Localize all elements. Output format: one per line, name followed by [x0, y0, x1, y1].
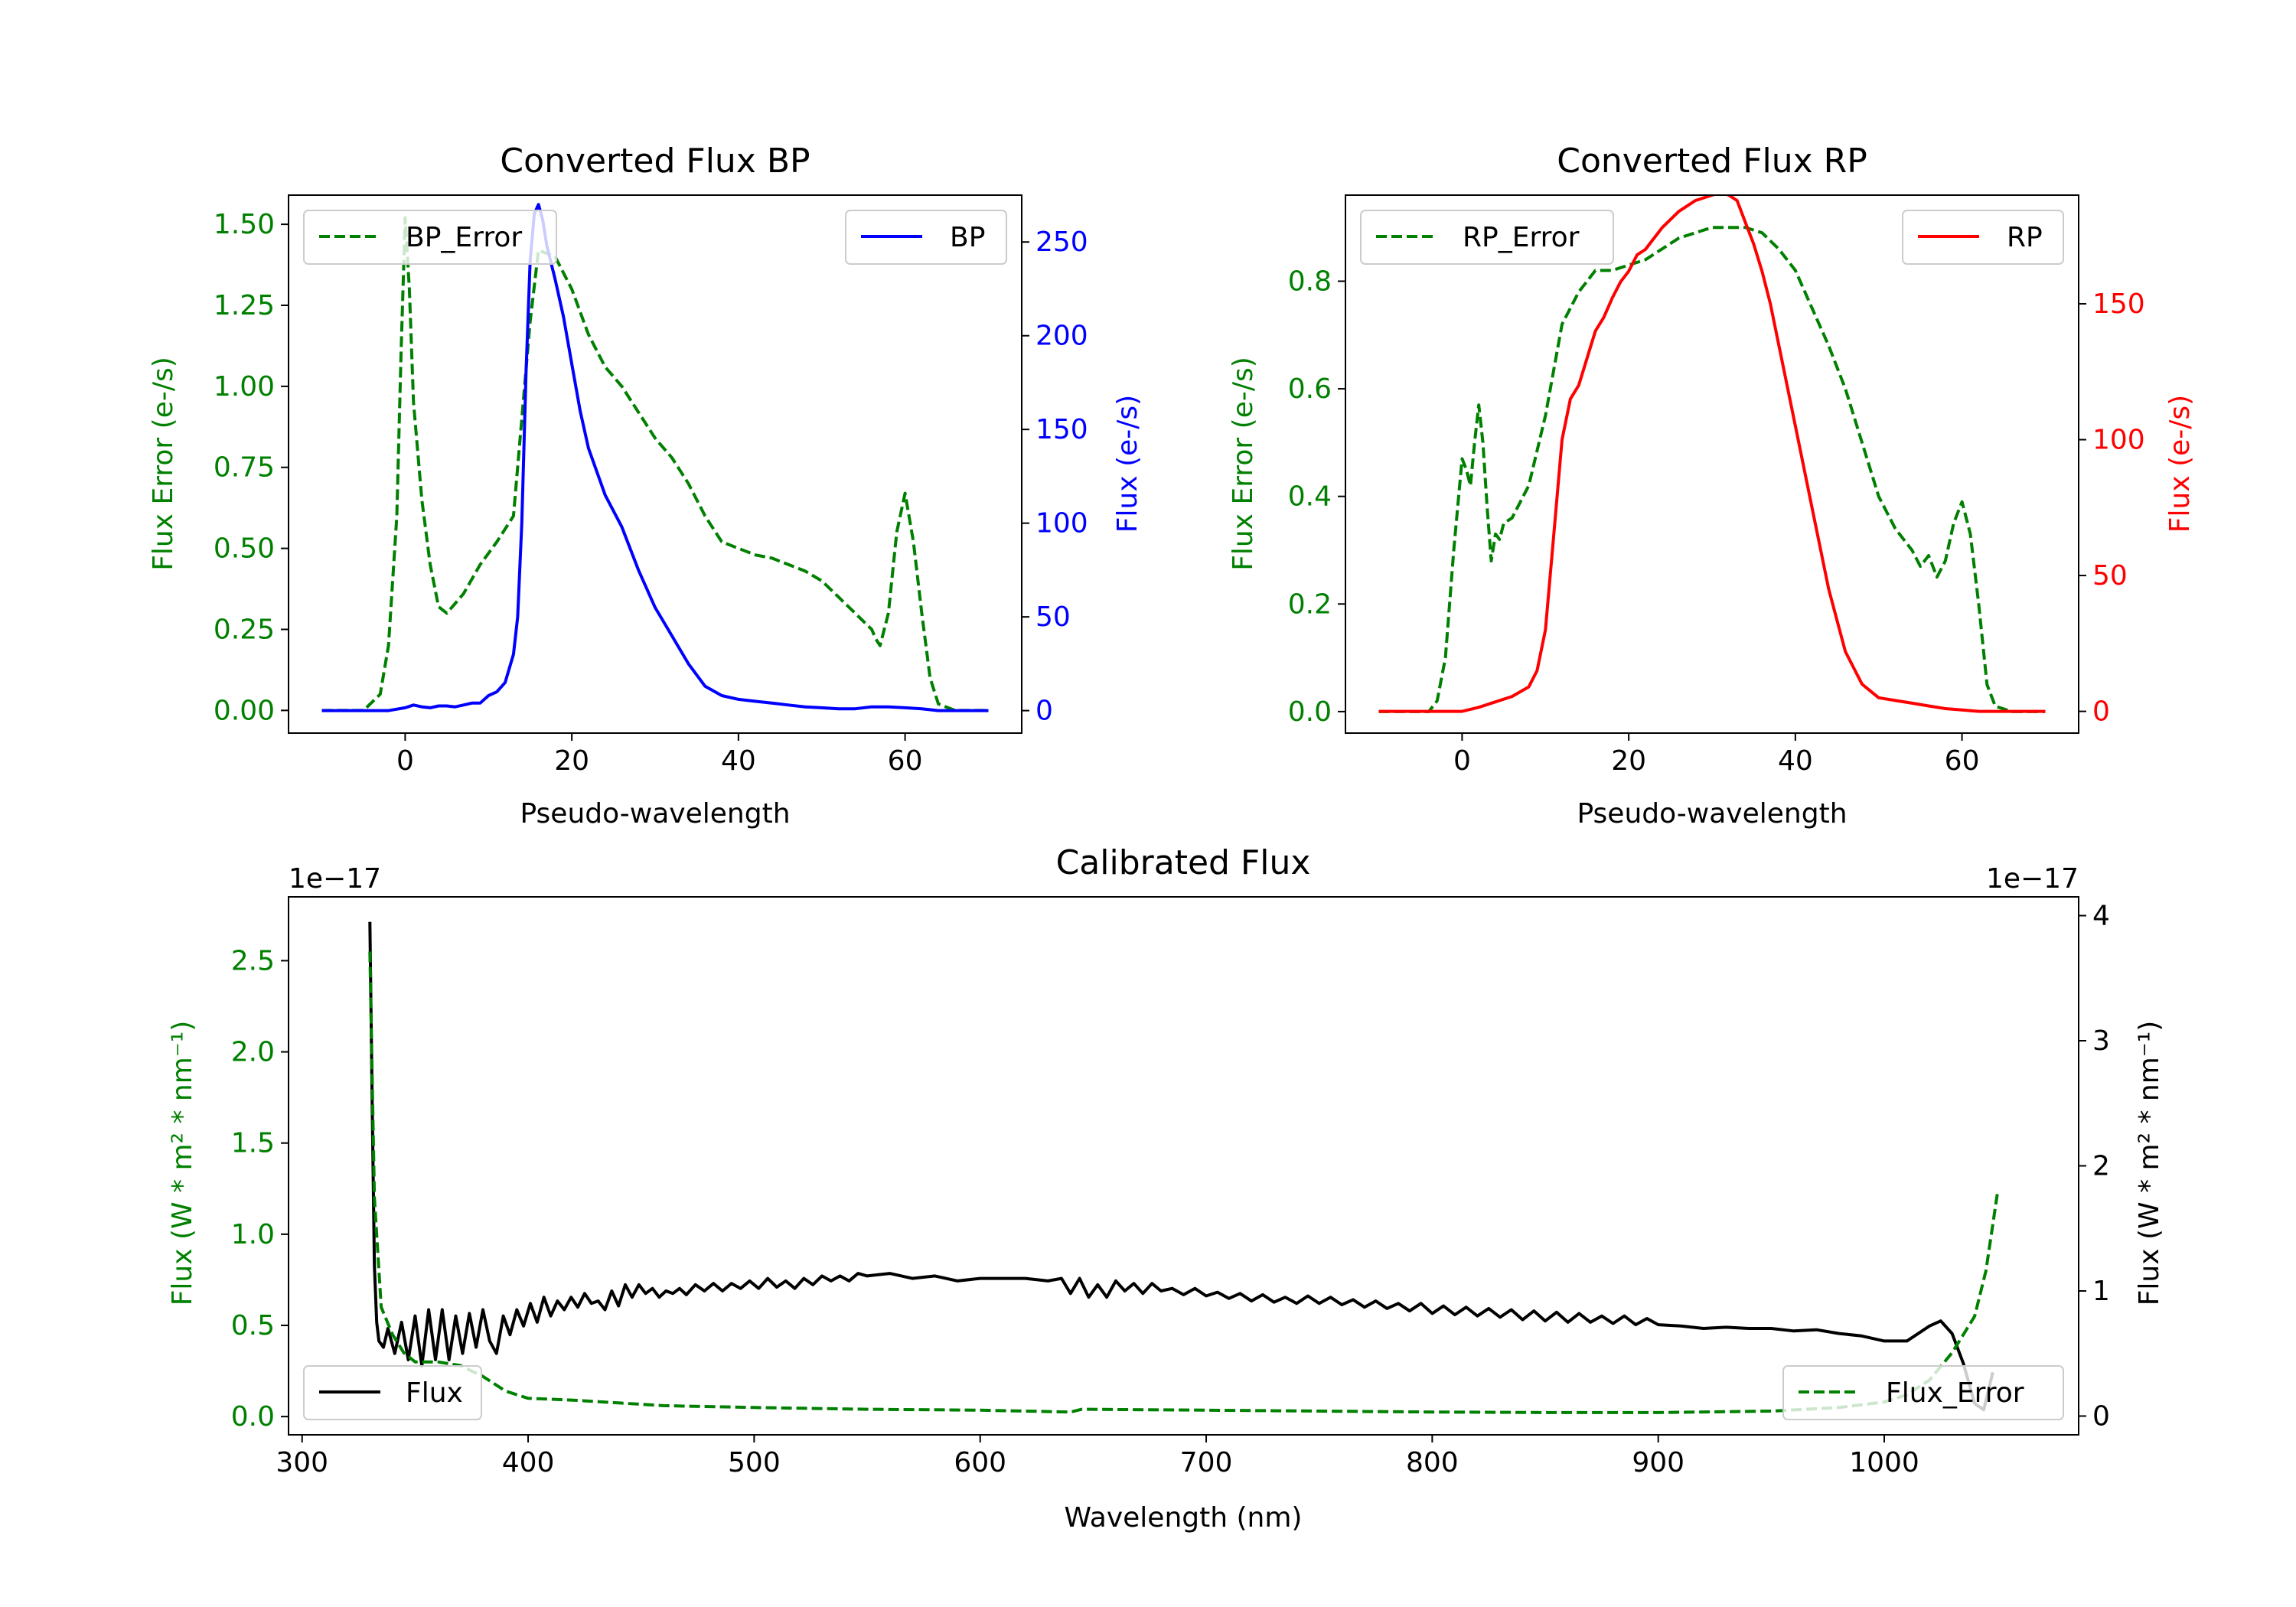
chart-cal-ytick-right-label: 2	[2092, 1151, 2110, 1182]
chart-cal-xtick-label: 1000	[1849, 1447, 1919, 1478]
chart-rp-ytick-left-label: 0.6	[1288, 373, 1332, 405]
chart-bp-xlabel: Pseudo-wavelength	[520, 798, 790, 830]
chart-cal-ytick-left-label: 2.5	[231, 945, 275, 976]
chart-bp-ylabel-right: Flux (e-/s)	[1112, 395, 1143, 533]
chart-bp-ytick-left-label: 0.25	[214, 614, 275, 645]
chart-cal-ytick-left-label: 0.0	[231, 1401, 275, 1433]
chart-rp-title: Converted Flux RP	[1557, 142, 1867, 181]
chart-calibrated-legend-error-label: Flux_Error	[1886, 1377, 2024, 1409]
chart-calibrated-title: Calibrated Flux	[1056, 843, 1311, 882]
chart-rp-ylabel-right: Flux (e-/s)	[2164, 395, 2196, 533]
chart-cal-xtick-label: 400	[502, 1447, 555, 1478]
chart-rp-ytick-left-label: 0.4	[1288, 481, 1332, 513]
chart-rp-xlabel: Pseudo-wavelength	[1577, 798, 1847, 830]
chart-bp-ytick-left-label: 1.50	[214, 209, 275, 240]
chart-bp-series-bp-error	[321, 216, 989, 712]
chart-calibrated-frame	[288, 896, 2079, 1436]
chart-calibrated-ylabel-right: Flux (W * m² * nm⁻¹)	[2134, 1021, 2165, 1306]
chart-rp-legend-error-label: RP_Error	[1463, 222, 1580, 253]
chart-bp-ytick-right-label: 250	[1035, 227, 1088, 258]
chart-rp-xtick-label: 20	[1611, 745, 1646, 777]
chart-bp-legend-error-label: BP_Error	[406, 222, 522, 253]
chart-bp-xtick-label: 0	[396, 745, 414, 777]
chart-rp-ylabel-left: Flux Error (e-/s)	[1228, 357, 1259, 571]
chart-rp-ytick-right-label: 50	[2092, 560, 2128, 592]
chart-bp-ytick-right-label: 150	[1035, 414, 1088, 445]
chart-rp-ytick-left-label: 0.8	[1288, 266, 1332, 297]
chart-bp-ytick-right-label: 50	[1035, 601, 1071, 633]
chart-calibrated-offset-right: 1e−17	[1986, 863, 2079, 895]
chart-rp-ytick-left-label: 0.0	[1288, 696, 1332, 728]
chart-cal-xtick-label: 300	[276, 1447, 328, 1478]
chart-bp-legend-flux-label: BP	[950, 222, 985, 253]
chart-bp: Converted Flux BP 0 20 40 60 0.00 0.25 0.50 0.7…	[148, 142, 1143, 830]
chart-calibrated-xlabel: Wavelength (nm)	[1065, 1502, 1303, 1534]
chart-bp-xtick-label: 40	[721, 745, 756, 777]
chart-bp-series-bp	[321, 203, 989, 712]
chart-calibrated-legend-flux-label: Flux	[406, 1377, 463, 1409]
chart-cal-ytick-left-label: 2.0	[231, 1037, 275, 1068]
chart-rp: Converted Flux RP 0 20 40 60 0.0 0.2 0.4 0.6 0.8…	[1228, 142, 2196, 830]
chart-rp-legend-left: RP_Error	[1360, 210, 1614, 265]
chart-rp-frame	[1345, 194, 2079, 734]
chart-bp-xtick-label: 20	[554, 745, 589, 777]
chart-cal-series-flux	[368, 921, 1994, 1412]
chart-calibrated-offset-left: 1e−17	[289, 863, 381, 895]
chart-rp-ytick-right-label: 150	[2092, 288, 2145, 320]
chart-rp-xtick-label: 60	[1945, 745, 1980, 777]
chart-rp-ytick-right-label: 100	[2092, 425, 2145, 456]
chart-cal-series-flux-error	[368, 951, 1999, 1414]
chart-bp-legend-left: BP_Error	[303, 210, 557, 265]
chart-bp-ytick-right-label: 100	[1035, 508, 1088, 539]
chart-bp-title: Converted Flux BP	[500, 142, 810, 181]
chart-rp-ytick-left-label: 0.2	[1288, 588, 1332, 620]
chart-cal-xtick-label: 800	[1406, 1447, 1459, 1478]
chart-bp-ytick-right-label: 200	[1035, 321, 1088, 352]
chart-rp-ytick-right-label: 0	[2092, 696, 2110, 728]
chart-bp-ylabel-left: Flux Error (e-/s)	[148, 357, 179, 571]
chart-bp-ytick-left-label: 1.00	[214, 371, 275, 403]
chart-bp-ytick-left-label: 0.50	[214, 533, 275, 565]
chart-cal-ytick-right-label: 1	[2092, 1276, 2110, 1307]
chart-rp-xtick-label: 0	[1453, 745, 1471, 777]
chart-cal-xtick-label: 600	[954, 1447, 1006, 1478]
chart-cal-ytick-left-label: 1.0	[231, 1219, 275, 1250]
chart-cal-xtick-label: 500	[728, 1447, 781, 1478]
chart-cal-ytick-right-label: 4	[2092, 901, 2110, 932]
chart-rp-series-rp-error	[1378, 226, 2046, 713]
chart-cal-ytick-left-label: 0.5	[231, 1310, 275, 1341]
chart-bp-legend-right: BP	[845, 210, 1007, 265]
chart-rp-legend-right: RP	[1902, 210, 2064, 265]
chart-cal-xtick-label: 700	[1180, 1447, 1233, 1478]
chart-rp-xtick-label: 40	[1778, 745, 1813, 777]
chart-calibrated-ylabel-left: Flux (W * m² * nm⁻¹)	[167, 1021, 198, 1306]
chart-calibrated-legend-right: Flux_Error	[1782, 1365, 2064, 1420]
chart-bp-xtick-label: 60	[888, 745, 923, 777]
chart-cal-ytick-right-label: 0	[2092, 1400, 2110, 1432]
chart-bp-ytick-right-label: 0	[1035, 696, 1053, 727]
chart-cal-ytick-left-label: 1.5	[231, 1128, 275, 1159]
chart-bp-ytick-left-label: 0.75	[214, 452, 275, 484]
chart-bp-frame	[288, 194, 1022, 734]
chart-cal-xtick-label: 900	[1632, 1447, 1684, 1478]
chart-cal-ytick-right-label: 3	[2092, 1025, 2110, 1057]
chart-calibrated-legend-left: Flux	[303, 1365, 482, 1420]
chart-bp-ytick-left-label: 1.25	[214, 290, 275, 321]
chart-calibrated: Calibrated Flux 300 400 500 600 700 800 900 100…	[167, 843, 2165, 1534]
chart-bp-ytick-left-label: 0.00	[214, 695, 275, 726]
chart-rp-series-rp	[1378, 195, 2046, 713]
chart-rp-legend-flux-label: RP	[2007, 222, 2043, 253]
